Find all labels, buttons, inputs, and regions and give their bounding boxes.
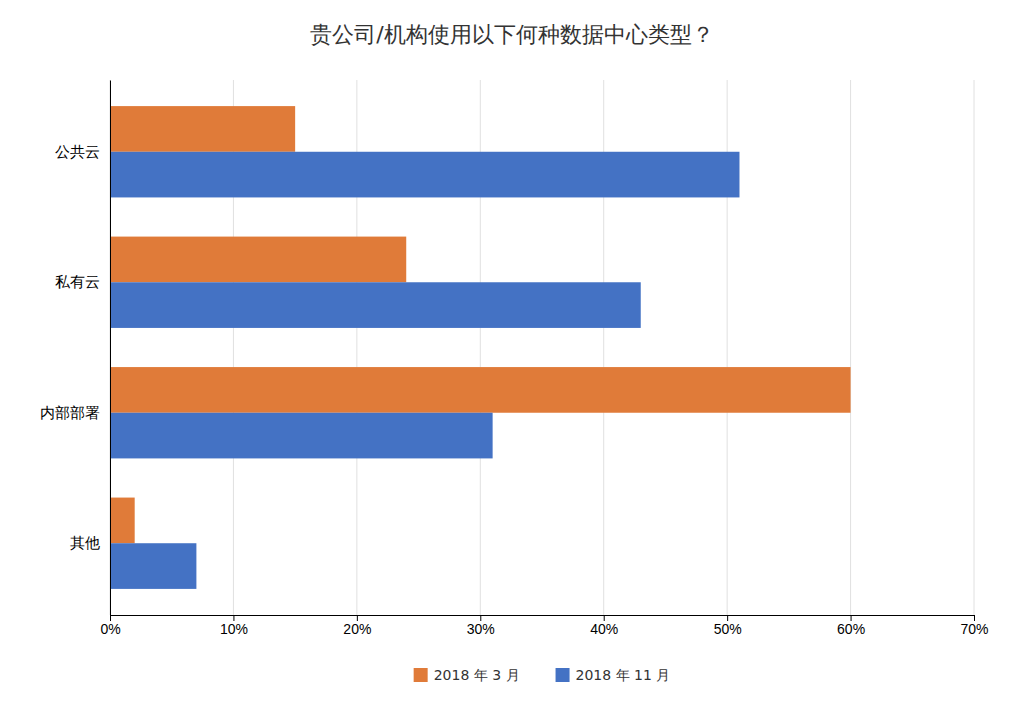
tick: 内部部署 xyxy=(40,404,110,421)
tick: 其他 xyxy=(70,534,110,551)
legend-label: 2018 年 3 月 xyxy=(434,667,520,683)
tick-label: 私有云 xyxy=(55,273,100,290)
plot-area: 0% 10% 20% 30% 40% 50% 60% 70% 公共云私有云内部部署其他 xyxy=(40,80,989,637)
grid xyxy=(110,80,974,615)
chart: 贵公司/机构使用以下何种数据中心类型？ 0% 10% 20% 30% 40% 50% 60% 7… xyxy=(0,0,1024,715)
bar xyxy=(110,498,135,544)
tick: 40% xyxy=(590,615,618,637)
legend-swatch xyxy=(414,668,428,682)
bar xyxy=(110,106,295,152)
tick: 30% xyxy=(467,615,495,637)
axis-line xyxy=(110,81,111,616)
tick: 私有云 xyxy=(55,273,110,290)
grid-line xyxy=(850,80,851,615)
legend-item: 2018 年 3 月 xyxy=(414,667,520,683)
bar-series xyxy=(110,106,851,543)
value-axis: 0% 10% 20% 30% 40% 50% 60% 70% xyxy=(100,615,988,637)
tick: 10% xyxy=(220,615,248,637)
tick: 公共云 xyxy=(55,143,110,160)
tick: 20% xyxy=(343,615,371,637)
tick-label: 其他 xyxy=(70,534,100,551)
grid-line xyxy=(974,80,975,615)
legend-item: 2018 年 11 月 xyxy=(556,667,671,683)
tick-label: 30% xyxy=(467,621,495,637)
bar xyxy=(110,237,406,283)
bars xyxy=(110,106,851,589)
legend: 2018 年 3 月 2018 年 11 月 xyxy=(414,667,671,683)
legend-swatch xyxy=(556,668,570,682)
title: 贵公司/机构使用以下何种数据中心类型？ xyxy=(310,22,713,47)
bar-series xyxy=(110,152,739,589)
bar xyxy=(110,543,196,589)
tick: 70% xyxy=(960,615,988,637)
tick: 60% xyxy=(837,615,865,637)
bar xyxy=(110,413,493,459)
tick: 50% xyxy=(714,615,742,637)
category-axis: 公共云私有云内部部署其他 xyxy=(40,81,111,616)
tick-label: 内部部署 xyxy=(40,404,100,421)
tick-label: 60% xyxy=(837,621,865,637)
bar xyxy=(110,152,739,198)
bar xyxy=(110,367,851,413)
tick-label: 50% xyxy=(714,621,742,637)
tick-label: 40% xyxy=(590,621,618,637)
tick: 0% xyxy=(100,615,120,637)
legend-label: 2018 年 11 月 xyxy=(576,667,671,683)
tick-label: 20% xyxy=(343,621,371,637)
tick-label: 70% xyxy=(960,621,988,637)
grid-line xyxy=(110,80,111,615)
tick-label: 公共云 xyxy=(55,143,100,160)
tick-label: 0% xyxy=(100,621,120,637)
tick-label: 10% xyxy=(220,621,248,637)
bar xyxy=(110,282,641,328)
